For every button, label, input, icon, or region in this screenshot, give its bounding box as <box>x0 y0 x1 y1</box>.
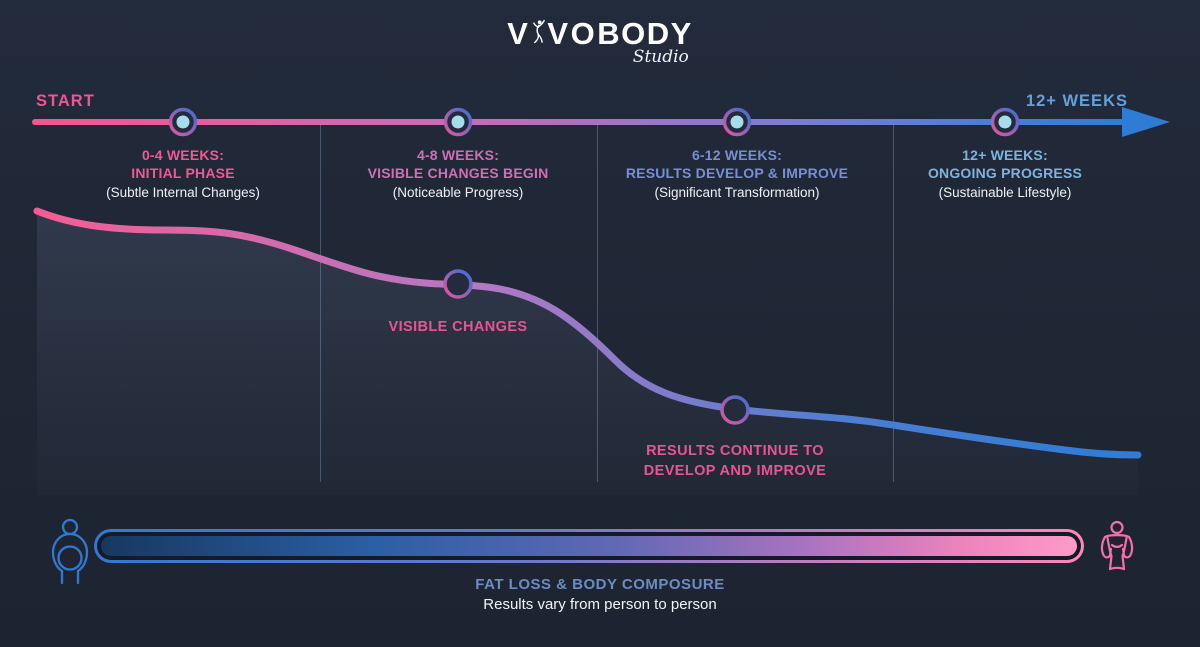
brand-part-body: BODY <box>597 16 693 51</box>
curve-line <box>33 207 1142 459</box>
fit-body-icon <box>1100 520 1134 571</box>
phase-4-title: ONGOING PROGRESS <box>927 164 1083 181</box>
phase-3-title: RESULTS DEVELOP & IMPROVE <box>625 164 849 181</box>
phase-divider-2 <box>597 124 598 482</box>
timeline-start-label: START <box>36 92 95 110</box>
brand-wordmark: V VOBODY <box>507 16 693 49</box>
timeline-end-label: 12+ WEEKS <box>1025 92 1128 110</box>
curve-marker-visible-changes <box>443 269 473 299</box>
brand-studio-script: Studio <box>632 47 689 67</box>
phase-3-subtitle: (Significant Transformation) <box>654 185 820 201</box>
brand-part-v: V <box>507 16 531 51</box>
phase-label-3: 6-12 WEEKS: RESULTS DEVELOP & IMPROVE (S… <box>597 147 877 201</box>
annotation-results-improve: RESULTS CONTINUE TO DEVELOP AND IMPROVE <box>595 441 875 482</box>
timeline-marker-3 <box>722 107 752 137</box>
timeline-marker-2 <box>443 107 473 137</box>
annotation-visible-changes: VISIBLE CHANGES <box>388 319 528 335</box>
footer-subtitle: Results vary from person to person <box>483 596 717 613</box>
footer-title: FAT LOSS & BODY COMPOSURE <box>475 576 725 593</box>
timeline-marker-1 <box>168 107 198 137</box>
annotation-results-line1: RESULTS CONTINUE TO <box>646 443 824 459</box>
phase-4-subtitle: (Sustainable Lifestyle) <box>938 185 1072 201</box>
phase-2-weeks: 4-8 WEEKS: <box>416 147 500 163</box>
phase-label-2: 4-8 WEEKS: VISIBLE CHANGES BEGIN (Notice… <box>318 147 598 201</box>
phase-1-subtitle: (Subtle Internal Changes) <box>106 185 260 201</box>
progress-bar-fill <box>101 536 1077 556</box>
phase-label-4: 12+ WEEKS: ONGOING PROGRESS (Sustainable… <box>865 147 1145 201</box>
fat-loss-progress-bar <box>94 529 1084 563</box>
curve-area-fill <box>37 211 1138 495</box>
phase-divider-3 <box>893 124 894 482</box>
annotation-results-line2: DEVELOP AND IMPROVE <box>643 463 827 480</box>
phase-4-weeks: 12+ WEEKS: <box>962 147 1048 163</box>
logo-inner: V VOBODY Studio <box>507 16 693 67</box>
phase-1-title: INITIAL PHASE <box>131 164 235 181</box>
progress-bar-gap <box>97 532 1081 560</box>
phase-2-title: VISIBLE CHANGES BEGIN <box>367 164 549 181</box>
phase-2-subtitle: (Noticeable Progress) <box>392 185 524 201</box>
curve-marker-results-improve <box>720 395 750 425</box>
phase-1-weeks: 0-4 WEEKS: <box>141 147 225 163</box>
timeline-marker-4 <box>990 107 1020 137</box>
phase-3-weeks: 6-12 WEEKS: <box>691 147 783 163</box>
arrow-right-icon <box>1122 107 1170 137</box>
dancer-icon <box>533 19 546 44</box>
overweight-body-icon <box>51 518 89 585</box>
brand-part-vo: VO <box>547 16 598 51</box>
phase-label-1: 0-4 WEEKS: INITIAL PHASE (Subtle Interna… <box>43 147 323 201</box>
timeline-arrow <box>32 107 1170 137</box>
logo: V VOBODY Studio <box>0 16 1200 67</box>
